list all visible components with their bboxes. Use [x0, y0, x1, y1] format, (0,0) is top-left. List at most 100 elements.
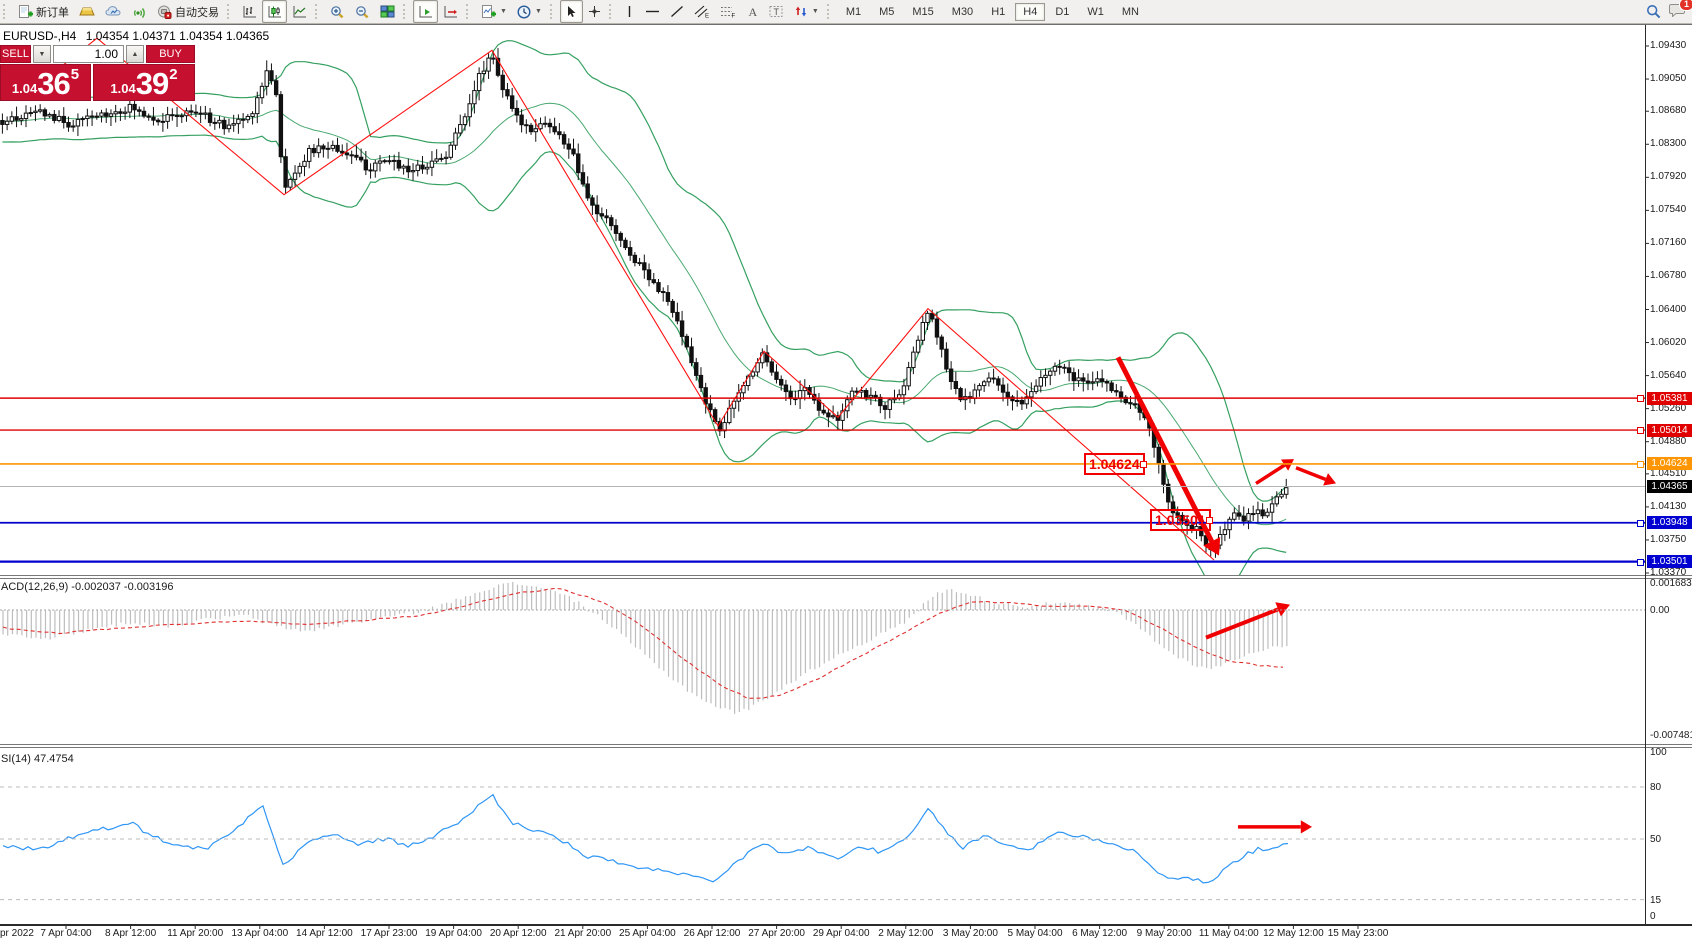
timeframe-button-w1[interactable]: W1 — [1087, 5, 1104, 18]
date-axis-label: 5 May 04:00 — [1007, 928, 1063, 939]
signals-button[interactable] — [127, 0, 152, 23]
buy-price-big: 39 — [135, 66, 169, 101]
rsi-scale-label: 80 — [1650, 782, 1662, 793]
toolbar-grip — [3, 4, 9, 19]
fibonacci-tool-button[interactable]: F — [715, 0, 741, 23]
sell-price-pip: 5 — [70, 66, 80, 83]
svg-text:T: T — [773, 7, 779, 17]
price-axis-label: 1.07160 — [1650, 237, 1687, 249]
timeframe-button-h4[interactable]: H4 — [1015, 2, 1046, 21]
timeframe-button-d1[interactable]: D1 — [1055, 5, 1070, 18]
trendline-tool-button[interactable] — [665, 0, 689, 23]
vertical-line-tool-button[interactable] — [619, 0, 640, 23]
text-label-tool-button[interactable]: T — [764, 0, 789, 23]
date-axis-label: 21 Apr 20:00 — [554, 928, 612, 939]
date-axis-label: 7 Apr 04:00 — [40, 928, 92, 939]
hline-anchor-handle[interactable] — [1637, 460, 1644, 468]
volume-decrease-button[interactable]: ▼ — [33, 45, 51, 63]
price-badge: 1.03948 — [1647, 516, 1692, 530]
bar-chart-button[interactable] — [237, 0, 262, 23]
bar-chart-icon — [243, 6, 256, 18]
price-axis-label: 1.07920 — [1650, 171, 1687, 183]
horizontal-line-tool-button[interactable] — [640, 0, 665, 23]
cursor-tool-button[interactable] — [559, 0, 583, 23]
hline-anchor-handle[interactable] — [1637, 427, 1644, 435]
metaeditor-button[interactable] — [100, 0, 127, 23]
price-badge: 1.03501 — [1647, 555, 1692, 569]
timeframe-button-m30[interactable]: M30 — [951, 5, 974, 18]
periods-button[interactable]: ▼ — [512, 0, 547, 23]
timeframe-button-m5[interactable]: M5 — [879, 5, 895, 18]
tile-windows-button[interactable] — [375, 0, 400, 23]
resistance-price-annotation[interactable]: 1.04624 — [1084, 453, 1147, 475]
channel-tool-button[interactable]: E — [689, 0, 715, 23]
indicators-dropdown-caret: ▼ — [500, 8, 507, 15]
date-axis-label: 11 Apr 20:00 — [167, 928, 224, 939]
gold-bar-icon — [79, 7, 95, 16]
hline-anchor-handle[interactable] — [1637, 519, 1644, 527]
pane-separator[interactable] — [0, 744, 1692, 745]
autotrading-icon — [158, 5, 172, 19]
hline-anchor-handle[interactable] — [1637, 395, 1644, 403]
price-axis-label: 1.09430 — [1650, 40, 1687, 51]
support-price-annotation[interactable]: 1.03501 — [1150, 509, 1213, 531]
volume-increase-button[interactable]: ▲ — [126, 45, 144, 63]
indicators-icon — [482, 4, 496, 18]
new-order-label: 新订单 — [36, 6, 69, 19]
rsi-scale-label: 15 — [1650, 894, 1662, 906]
timeframe-button-m15[interactable]: M15 — [912, 5, 934, 18]
autotrading-button[interactable]: 自动交易 — [152, 0, 224, 23]
date-axis-label: 12 May 12:00 — [1263, 928, 1324, 939]
pane-separator[interactable] — [0, 747, 1692, 748]
chart-profile-button[interactable] — [74, 0, 100, 23]
annotation-anchor-handle[interactable] — [1205, 517, 1213, 524]
price-axis-label: 1.08680 — [1650, 105, 1687, 117]
toolbar-grip — [227, 4, 233, 19]
zoom-out-icon — [356, 5, 369, 18]
price-axis-label: 1.03370 — [1650, 567, 1687, 578]
timeframe-button-mn[interactable]: MN — [1121, 5, 1139, 18]
zoom-in-button[interactable] — [325, 0, 350, 23]
buy-button[interactable]: BUY — [146, 45, 195, 63]
buy-price-display[interactable]: 1.04 39 2 — [93, 64, 195, 101]
date-axis-label: 25 Apr 04:00 — [619, 928, 676, 939]
macd-scale-label: -0.007481 — [1650, 730, 1692, 741]
timeframe-button-h1[interactable]: H1 — [991, 5, 1006, 18]
new-order-button[interactable]: 新订单 — [13, 0, 74, 23]
notifications-button[interactable]: 1 — [1669, 0, 1692, 20]
indicators-button[interactable]: ▼ — [476, 0, 512, 23]
auto-scroll-button[interactable] — [413, 0, 438, 23]
chart-window-border — [0, 24, 1692, 25]
chart-shift-button[interactable] — [438, 0, 463, 23]
hline-anchor-handle[interactable] — [1637, 558, 1644, 566]
price-axis-label: 1.09050 — [1650, 73, 1687, 85]
zoom-out-button[interactable] — [350, 0, 375, 23]
search-icon[interactable] — [1646, 4, 1661, 19]
crosshair-tool-button[interactable] — [583, 0, 606, 23]
price-axis-label: 1.05260 — [1650, 402, 1687, 414]
pane-separator[interactable] — [0, 575, 1692, 576]
toolbar-grip — [315, 4, 321, 19]
sell-button[interactable]: SELL — [0, 45, 31, 63]
sell-price-display[interactable]: 1.04 36 5 — [0, 64, 91, 101]
toolbar-grip — [549, 4, 556, 19]
text-tool-button[interactable]: A — [741, 0, 764, 23]
date-axis-label: 6 May 12:00 — [1072, 928, 1128, 939]
arrows-tool-button[interactable]: ▼ — [789, 0, 824, 23]
price-axis-label: 1.03750 — [1650, 533, 1687, 545]
svg-text:A: A — [748, 5, 757, 18]
trendline-icon — [670, 6, 683, 17]
volume-input[interactable]: 1.00 — [53, 45, 124, 63]
annotation-anchor-handle[interactable] — [1139, 461, 1147, 468]
cursor-icon — [567, 6, 576, 17]
date-axis-label: 19 Apr 04:00 — [425, 928, 482, 939]
date-axis-label: 3 May 20:00 — [942, 928, 998, 939]
cloud-icon — [105, 6, 121, 16]
equidistant-channel-icon: E — [694, 5, 709, 18]
line-chart-button[interactable] — [287, 0, 312, 23]
timeframe-button-m1[interactable]: M1 — [845, 5, 862, 18]
price-axis-label: 1.06780 — [1650, 270, 1687, 282]
pane-separator[interactable] — [0, 578, 1692, 579]
candlestick-chart-button[interactable] — [262, 0, 287, 23]
